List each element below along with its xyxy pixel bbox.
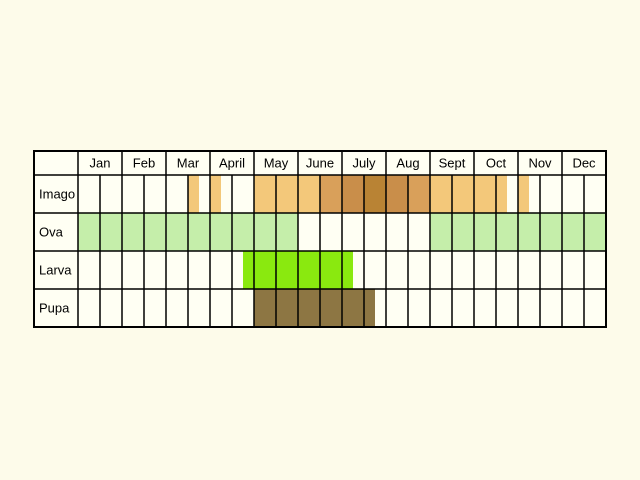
- month-label: Sept: [439, 156, 466, 171]
- month-label: Dec: [572, 156, 596, 171]
- bar-imago-1: [210, 175, 221, 213]
- bar-imago-6: [386, 175, 408, 213]
- table-border: [33, 150, 607, 328]
- bar-imago-7: [408, 175, 430, 213]
- month-label: Jan: [90, 156, 111, 171]
- bar-imago-10: [518, 175, 529, 213]
- month-label: Nov: [528, 156, 552, 171]
- row-label-imago: Imago: [39, 187, 75, 202]
- row-label-pupa: Pupa: [39, 301, 70, 316]
- month-label: Aug: [396, 156, 419, 171]
- bar-imago-5: [364, 175, 386, 213]
- bar-imago-3: [320, 175, 342, 213]
- month-label: May: [264, 156, 289, 171]
- bar-imago-2: [254, 175, 320, 213]
- month-label: April: [219, 156, 245, 171]
- bar-pupa-0: [254, 289, 375, 327]
- bar-imago-9: [496, 175, 507, 213]
- bar-imago-8: [430, 175, 496, 213]
- month-label: July: [352, 156, 376, 171]
- bar-imago-0: [188, 175, 199, 213]
- month-label: June: [306, 156, 334, 171]
- month-label: Feb: [133, 156, 155, 171]
- row-label-ova: Ova: [39, 225, 64, 240]
- month-label: Oct: [486, 156, 507, 171]
- row-label-larva: Larva: [39, 263, 72, 278]
- bar-imago-4: [342, 175, 364, 213]
- month-label: Mar: [177, 156, 200, 171]
